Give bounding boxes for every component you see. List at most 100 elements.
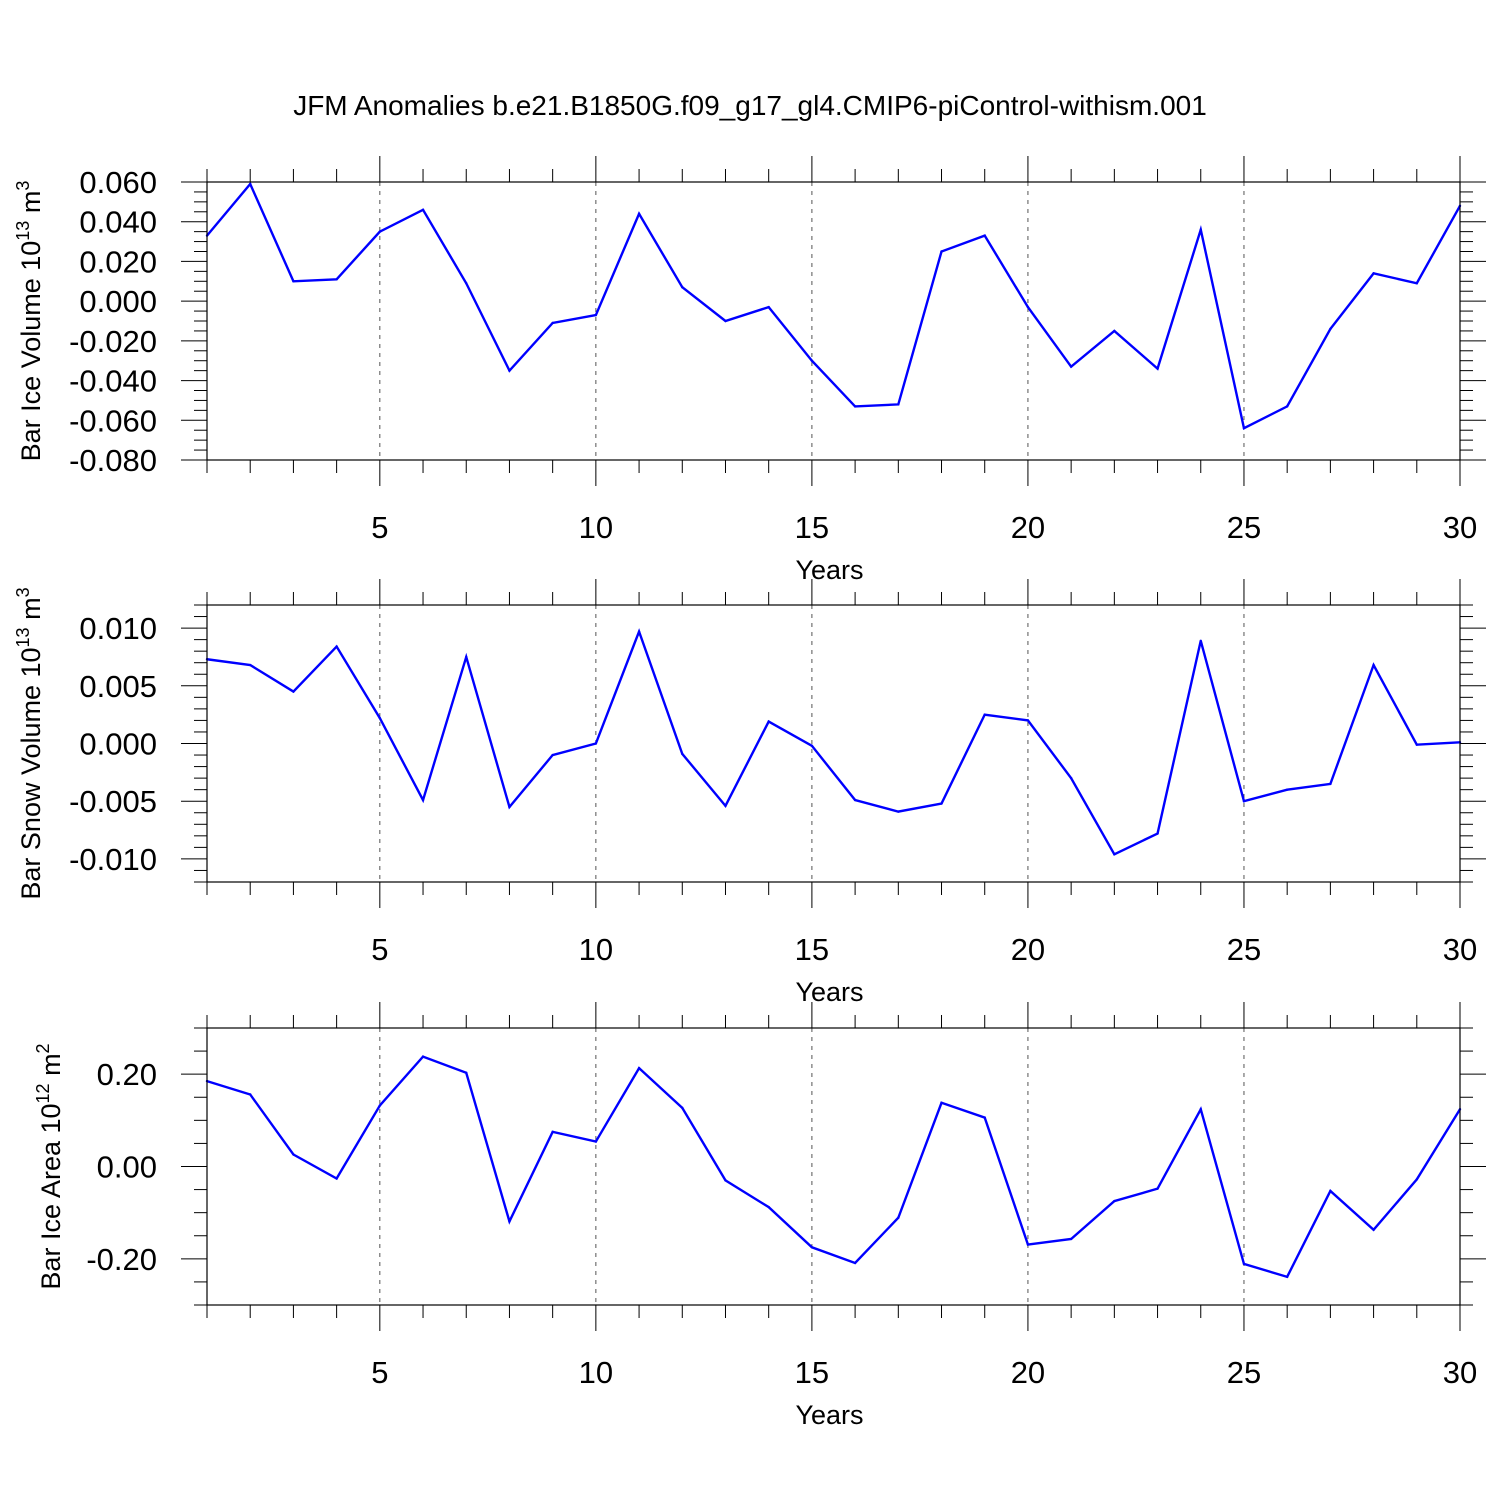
x-tick-label: 15 [795,1355,829,1390]
data-point [1199,228,1202,231]
y-tick-label: 0.005 [79,669,157,704]
y-tick-label: 0.20 [97,1057,157,1092]
data-point [1372,663,1375,667]
data-point [551,753,554,757]
data-point [1372,272,1375,275]
y-tick-label: 0.060 [79,165,157,200]
data-point [1026,305,1030,309]
data-point [767,720,770,723]
data-point [724,319,727,323]
x-tick-label: 15 [795,932,829,967]
data-point [1156,367,1159,370]
data-point [940,250,943,253]
y-axis-label-superscript: 13 [13,627,33,647]
data-point [810,359,814,362]
data-point [897,1216,900,1219]
y-axis-label: Bar Ice Volume 1013 m3 [13,181,46,462]
x-tick-label: 5 [371,1355,388,1390]
x-tick-label: 20 [1011,1355,1045,1390]
data-point [1415,1178,1418,1181]
x-axis-label: Years [795,1400,863,1430]
data-point [940,1101,943,1104]
data-point [594,742,598,745]
plot-frame [206,1027,1461,1306]
x-tick-label: 10 [579,932,613,967]
data-point [1026,719,1030,722]
data-point [335,1177,338,1180]
y-tick-label: -0.060 [69,403,157,438]
data-point [1242,427,1246,430]
y-tick-label: -0.005 [69,784,157,819]
data-point [421,1055,425,1058]
data-point [1285,1275,1289,1279]
data-point [1415,743,1418,746]
data-point [378,716,382,720]
y-tick-label: -0.040 [69,364,157,399]
data-point [681,752,684,756]
data-point [1372,1228,1375,1231]
panel-snow-volume: -0.010 -0.005 0.000 0.005 0.010 5 10 15 20 25 30 Ye… [13,579,1486,1007]
data-point [1069,776,1073,780]
data-point [465,282,468,285]
data-point [681,286,684,289]
data-point [1156,832,1159,835]
data-point [1242,1262,1246,1266]
data-point [1329,782,1332,786]
plot-frame [206,181,1461,461]
y-axis-label-superscript: 12 [33,1083,53,1103]
x-tick-label: 10 [579,510,613,545]
data-point [1069,1237,1073,1241]
data-point [1199,639,1202,642]
y-tick-label: -0.20 [86,1242,157,1277]
y-tick-label: 0.020 [79,244,157,279]
data-point [810,744,814,748]
data-point [810,1246,814,1249]
series-line [206,628,1461,856]
data-point [378,230,382,233]
data-point [767,1205,770,1209]
data-point [767,305,770,309]
y-axis-label-superscript: 3 [13,587,33,597]
series-line [206,1055,1462,1279]
data-point [1242,800,1246,803]
data-point [551,321,554,325]
y-tick-label: -0.010 [69,842,157,877]
data-point [1026,1243,1030,1246]
x-tick-label: 25 [1227,510,1261,545]
x-tick-label: 15 [795,510,829,545]
data-point [897,403,900,406]
data-point [378,1104,382,1107]
y-axis-label-superscript: 3 [13,181,33,191]
data-point [1329,1189,1332,1193]
y-axis-label-superscript: 13 [13,221,33,241]
y-tick-label: 0.010 [79,611,157,646]
y-axis-label-part: Bar Ice Area 10 [36,1103,66,1289]
y-axis-label: Bar Ice Area 1012 m2 [33,1043,66,1289]
data-point [1156,1187,1159,1190]
x-tick-label: 20 [1011,510,1045,545]
x-tick-label: 30 [1443,932,1477,967]
y-axis-label-part: m [16,597,46,627]
data-point [940,802,943,805]
data-point [551,1130,554,1134]
x-tick-label: 30 [1443,1355,1477,1390]
y-axis-label: Bar Snow Volume 1013 m3 [13,587,46,899]
y-tick-label: -0.020 [69,324,157,359]
data-point [249,663,252,667]
y-axis-label-part: Bar Ice Volume 10 [16,241,46,462]
series-line [206,181,1462,431]
y-tick-label: 0.000 [79,284,157,319]
x-tick-label: 5 [371,510,388,545]
data-point [249,182,252,186]
panel-ice-area: -0.20 0.00 0.20 5 10 15 20 25 30 Years Bar Ice Are… [33,1002,1486,1430]
y-axis-label-superscript: 2 [33,1043,53,1053]
y-axis-label-part: Bar Snow Volume 10 [16,647,46,899]
data-point [1285,405,1289,408]
data-point [724,1179,727,1182]
x-tick-label: 10 [579,1355,613,1390]
data-point [853,1261,857,1265]
data-point [1415,282,1418,285]
data-point [465,1071,468,1074]
x-axis-label: Years [795,977,863,1007]
